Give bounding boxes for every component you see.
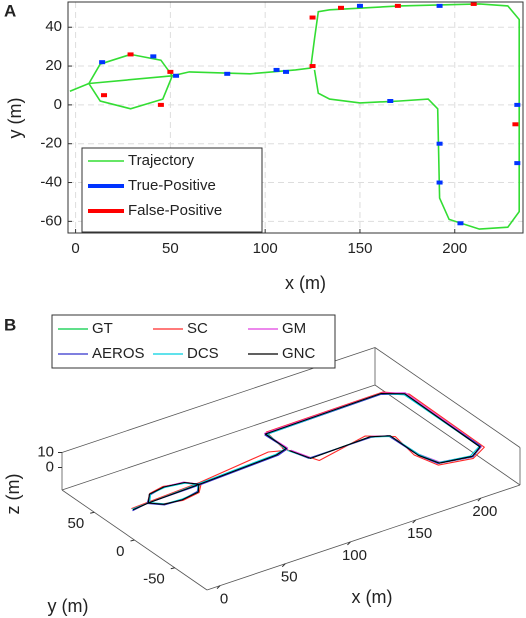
trajectory-line <box>132 392 481 511</box>
z-tick-label: 0 <box>46 458 54 475</box>
axes-edge <box>206 484 521 591</box>
axes-edge <box>374 347 521 448</box>
legend-box <box>81 147 263 233</box>
trajectory-line <box>69 3 520 230</box>
y-tick-label: 0 <box>54 96 62 113</box>
y-axis-label: y (m) <box>5 98 25 139</box>
tick-mark <box>90 511 95 514</box>
x-tick-label: 100 <box>342 547 367 564</box>
tick-mark <box>412 519 417 524</box>
legend-label: SC <box>187 320 208 337</box>
axes-box <box>67 1 524 234</box>
z-tick-label: 10 <box>37 443 54 460</box>
x-tick-label: 0 <box>220 591 228 608</box>
z-axis-label: z (m) <box>3 474 23 515</box>
x-tick-label: 200 <box>442 240 467 257</box>
panel-label: A <box>4 1 16 20</box>
x-tick-label: 150 <box>407 525 432 542</box>
y-tick-label: -50 <box>143 571 165 588</box>
legend-label: GNC <box>282 345 316 362</box>
x-tick-label: 50 <box>281 569 298 586</box>
y-tick-label: 40 <box>45 18 62 35</box>
tick-mark <box>281 563 286 568</box>
y-axis-label: y (m) <box>48 596 89 616</box>
legend-label: GT <box>92 320 113 337</box>
x-tick-label: 150 <box>347 240 372 257</box>
tick-mark <box>170 567 175 570</box>
legend-label: AEROS <box>92 345 145 362</box>
x-tick-label: 100 <box>253 240 278 257</box>
y-tick-label: 50 <box>68 515 85 532</box>
x-tick-label: 200 <box>472 503 497 520</box>
trajectory-line <box>132 392 480 510</box>
x-axis-label: x (m) <box>352 587 393 607</box>
axes-edge <box>374 384 521 486</box>
x-tick-label: 50 <box>162 240 179 257</box>
tick-mark <box>216 585 221 589</box>
trajectory-line <box>134 392 482 510</box>
y-tick-label: -20 <box>40 135 62 152</box>
panel-label: B <box>4 315 16 334</box>
axes-edge <box>61 384 376 491</box>
tick-mark <box>130 539 135 542</box>
x-axis-label: x (m) <box>285 273 326 293</box>
legend-label: False-Positive <box>128 202 222 219</box>
tick-mark <box>347 541 351 546</box>
y-tick-label: 0 <box>116 543 124 560</box>
legend-label: DCS <box>187 345 219 362</box>
legend-label: True-Positive <box>128 177 216 194</box>
legend-label: GM <box>282 320 306 337</box>
y-tick-label: -60 <box>40 212 62 229</box>
trajectory-line <box>131 391 485 510</box>
tick-mark <box>477 497 482 502</box>
legend-box <box>51 314 336 369</box>
y-tick-label: -40 <box>40 173 62 190</box>
legend-label: Trajectory <box>128 152 195 169</box>
y-tick-label: 20 <box>45 57 62 74</box>
x-tick-label: 0 <box>71 240 79 257</box>
